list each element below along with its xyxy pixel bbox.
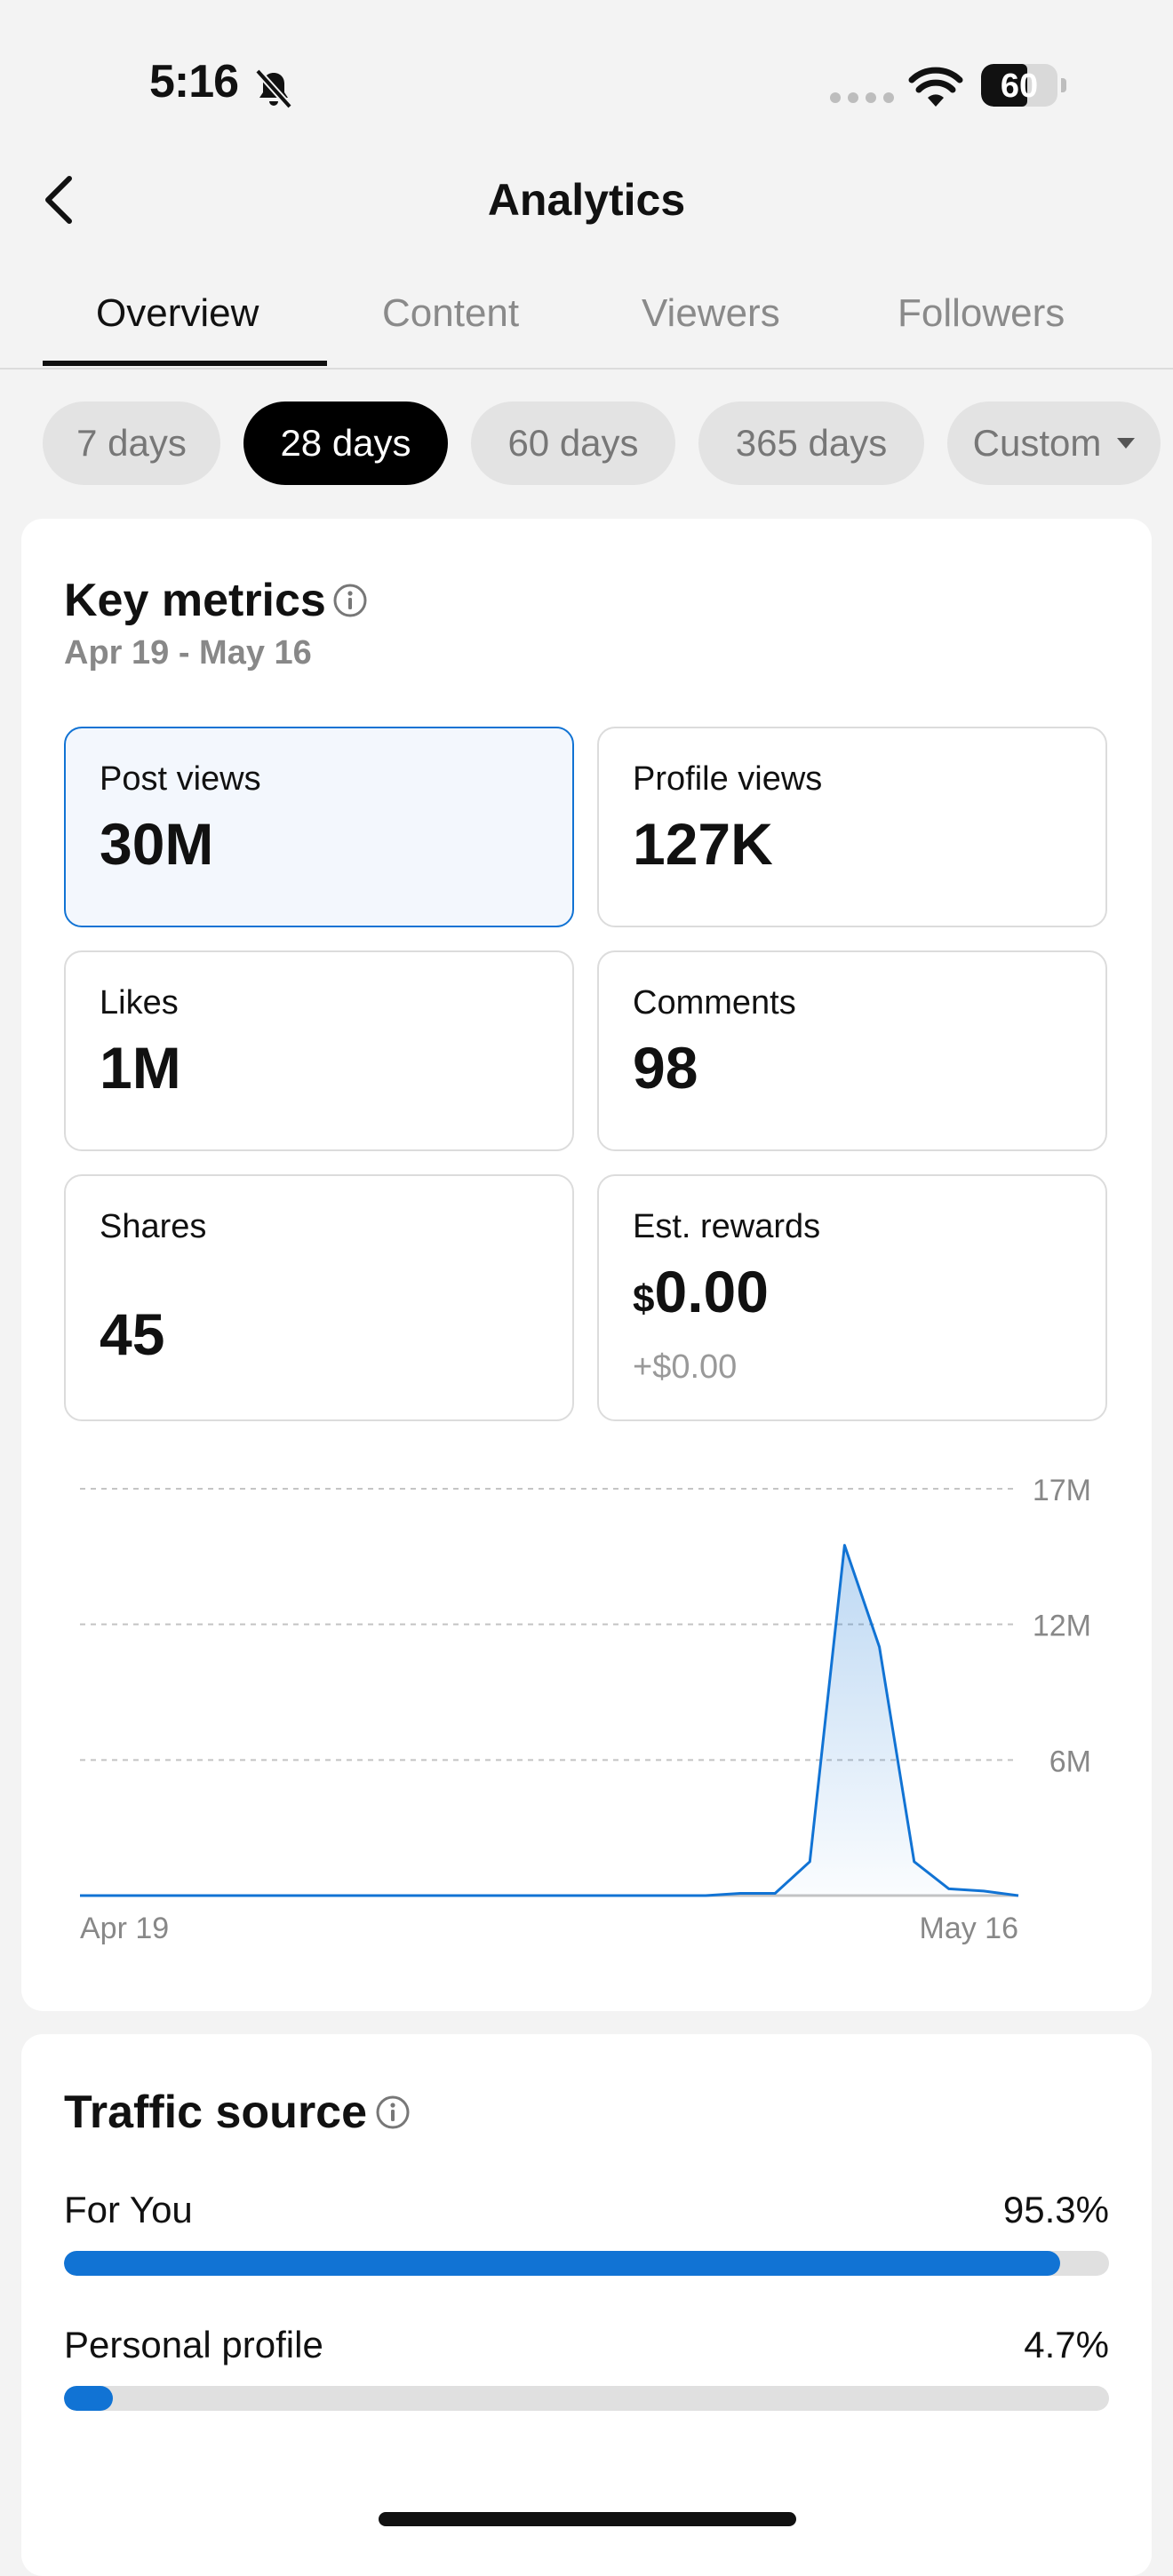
traffic-source-label: Personal profile (64, 2324, 323, 2365)
tab-followers[interactable]: Followers (898, 291, 1065, 335)
key-metrics-card: Key metrics Apr 19 - May 16 Post views 3… (21, 519, 1152, 2011)
info-icon[interactable] (332, 583, 368, 618)
metric-value: 127K (633, 811, 773, 877)
caret-down-icon (1117, 438, 1136, 449)
range-chip-custom[interactable]: Custom (947, 402, 1161, 485)
metric-est-rewards[interactable]: Est. rewards $0.00 +$0.00 (597, 1174, 1107, 1421)
range-chip-60-days[interactable]: 60 days (471, 402, 675, 485)
tab-content[interactable]: Content (382, 291, 520, 335)
home-indicator (379, 2512, 796, 2526)
range-chip-custom-label: Custom (972, 422, 1102, 464)
metric-profile-views[interactable]: Profile views 127K (597, 727, 1107, 927)
tab-overview[interactable]: Overview (96, 291, 259, 335)
traffic-source-bar (64, 2386, 1109, 2411)
metric-value: 30M (100, 811, 214, 877)
range-chip-7-days[interactable]: 7 days (43, 402, 220, 485)
active-tab-indicator (43, 361, 327, 366)
range-chip-365-days[interactable]: 365 days (698, 402, 924, 485)
metric-label: Comments (633, 984, 796, 1022)
metric-amount: 0.00 (654, 1259, 769, 1324)
traffic-source-bar-fill (64, 2251, 1060, 2276)
traffic-source-label: For You (64, 2189, 193, 2230)
battery-level: 60 (1000, 68, 1039, 105)
currency-symbol: $ (633, 1277, 655, 1321)
page-title: Analytics (487, 175, 686, 225)
metric-value: 98 (633, 1035, 698, 1101)
traffic-source-percent: 4.7% (1024, 2324, 1109, 2365)
y-tick-label: 17M (1033, 1474, 1091, 1507)
date-range-selector: 7 days 28 days 60 days 365 days Custom (43, 402, 1161, 485)
metric-comments[interactable]: Comments 98 (597, 950, 1107, 1151)
traffic-source-card: Traffic source For You 95.3% Personal pr… (21, 2034, 1152, 2576)
metric-label: Est. rewards (633, 1208, 821, 1245)
metric-post-views[interactable]: Post views 30M (64, 727, 574, 927)
metric-value: $0.00 (633, 1258, 769, 1325)
cellular-signal-icon (830, 92, 894, 103)
metric-label: Likes (100, 984, 179, 1022)
y-tick-label: 6M (1049, 1745, 1091, 1778)
x-tick-label: Apr 19 (80, 1912, 169, 1945)
bell-muted-icon (255, 68, 292, 109)
metric-likes[interactable]: Likes 1M (64, 950, 574, 1151)
traffic-source-bar (64, 2251, 1109, 2276)
metric-value: 45 (100, 1301, 165, 1367)
back-button[interactable] (36, 169, 82, 231)
metric-change: +$0.00 (633, 1348, 738, 1386)
series-area (80, 1545, 1018, 1896)
battery-cap (1061, 78, 1066, 92)
traffic-source-percent: 95.3% (1002, 2189, 1109, 2230)
post-views-chart: 17M 12M 6M Apr 19 May 16 (80, 1474, 1091, 1945)
x-tick-label: May 16 (920, 1912, 1019, 1945)
metric-label: Shares (100, 1208, 207, 1245)
range-chip-28-days[interactable]: 28 days (243, 402, 448, 485)
metric-label: Profile views (633, 760, 823, 798)
chevron-left-icon (45, 176, 72, 224)
key-metrics-title: Key metrics (64, 575, 326, 626)
metric-value: 1M (100, 1035, 181, 1101)
series-line (80, 1544, 1019, 1897)
traffic-source-title: Traffic source (64, 2087, 368, 2138)
y-tick-label: 12M (1033, 1610, 1091, 1643)
metric-shares[interactable]: Shares 45 (64, 1174, 574, 1421)
status-time: 5:16 (149, 56, 239, 107)
metric-label: Post views (100, 760, 261, 798)
traffic-source-bar-fill (64, 2386, 114, 2411)
wifi-icon (908, 67, 963, 107)
tab-viewers[interactable]: Viewers (642, 291, 780, 335)
tab-bar: Overview Content Viewers Followers (0, 282, 1173, 370)
battery-icon: 60 (981, 64, 1057, 107)
info-icon[interactable] (375, 2095, 411, 2130)
date-range-label: Apr 19 - May 16 (64, 634, 312, 672)
